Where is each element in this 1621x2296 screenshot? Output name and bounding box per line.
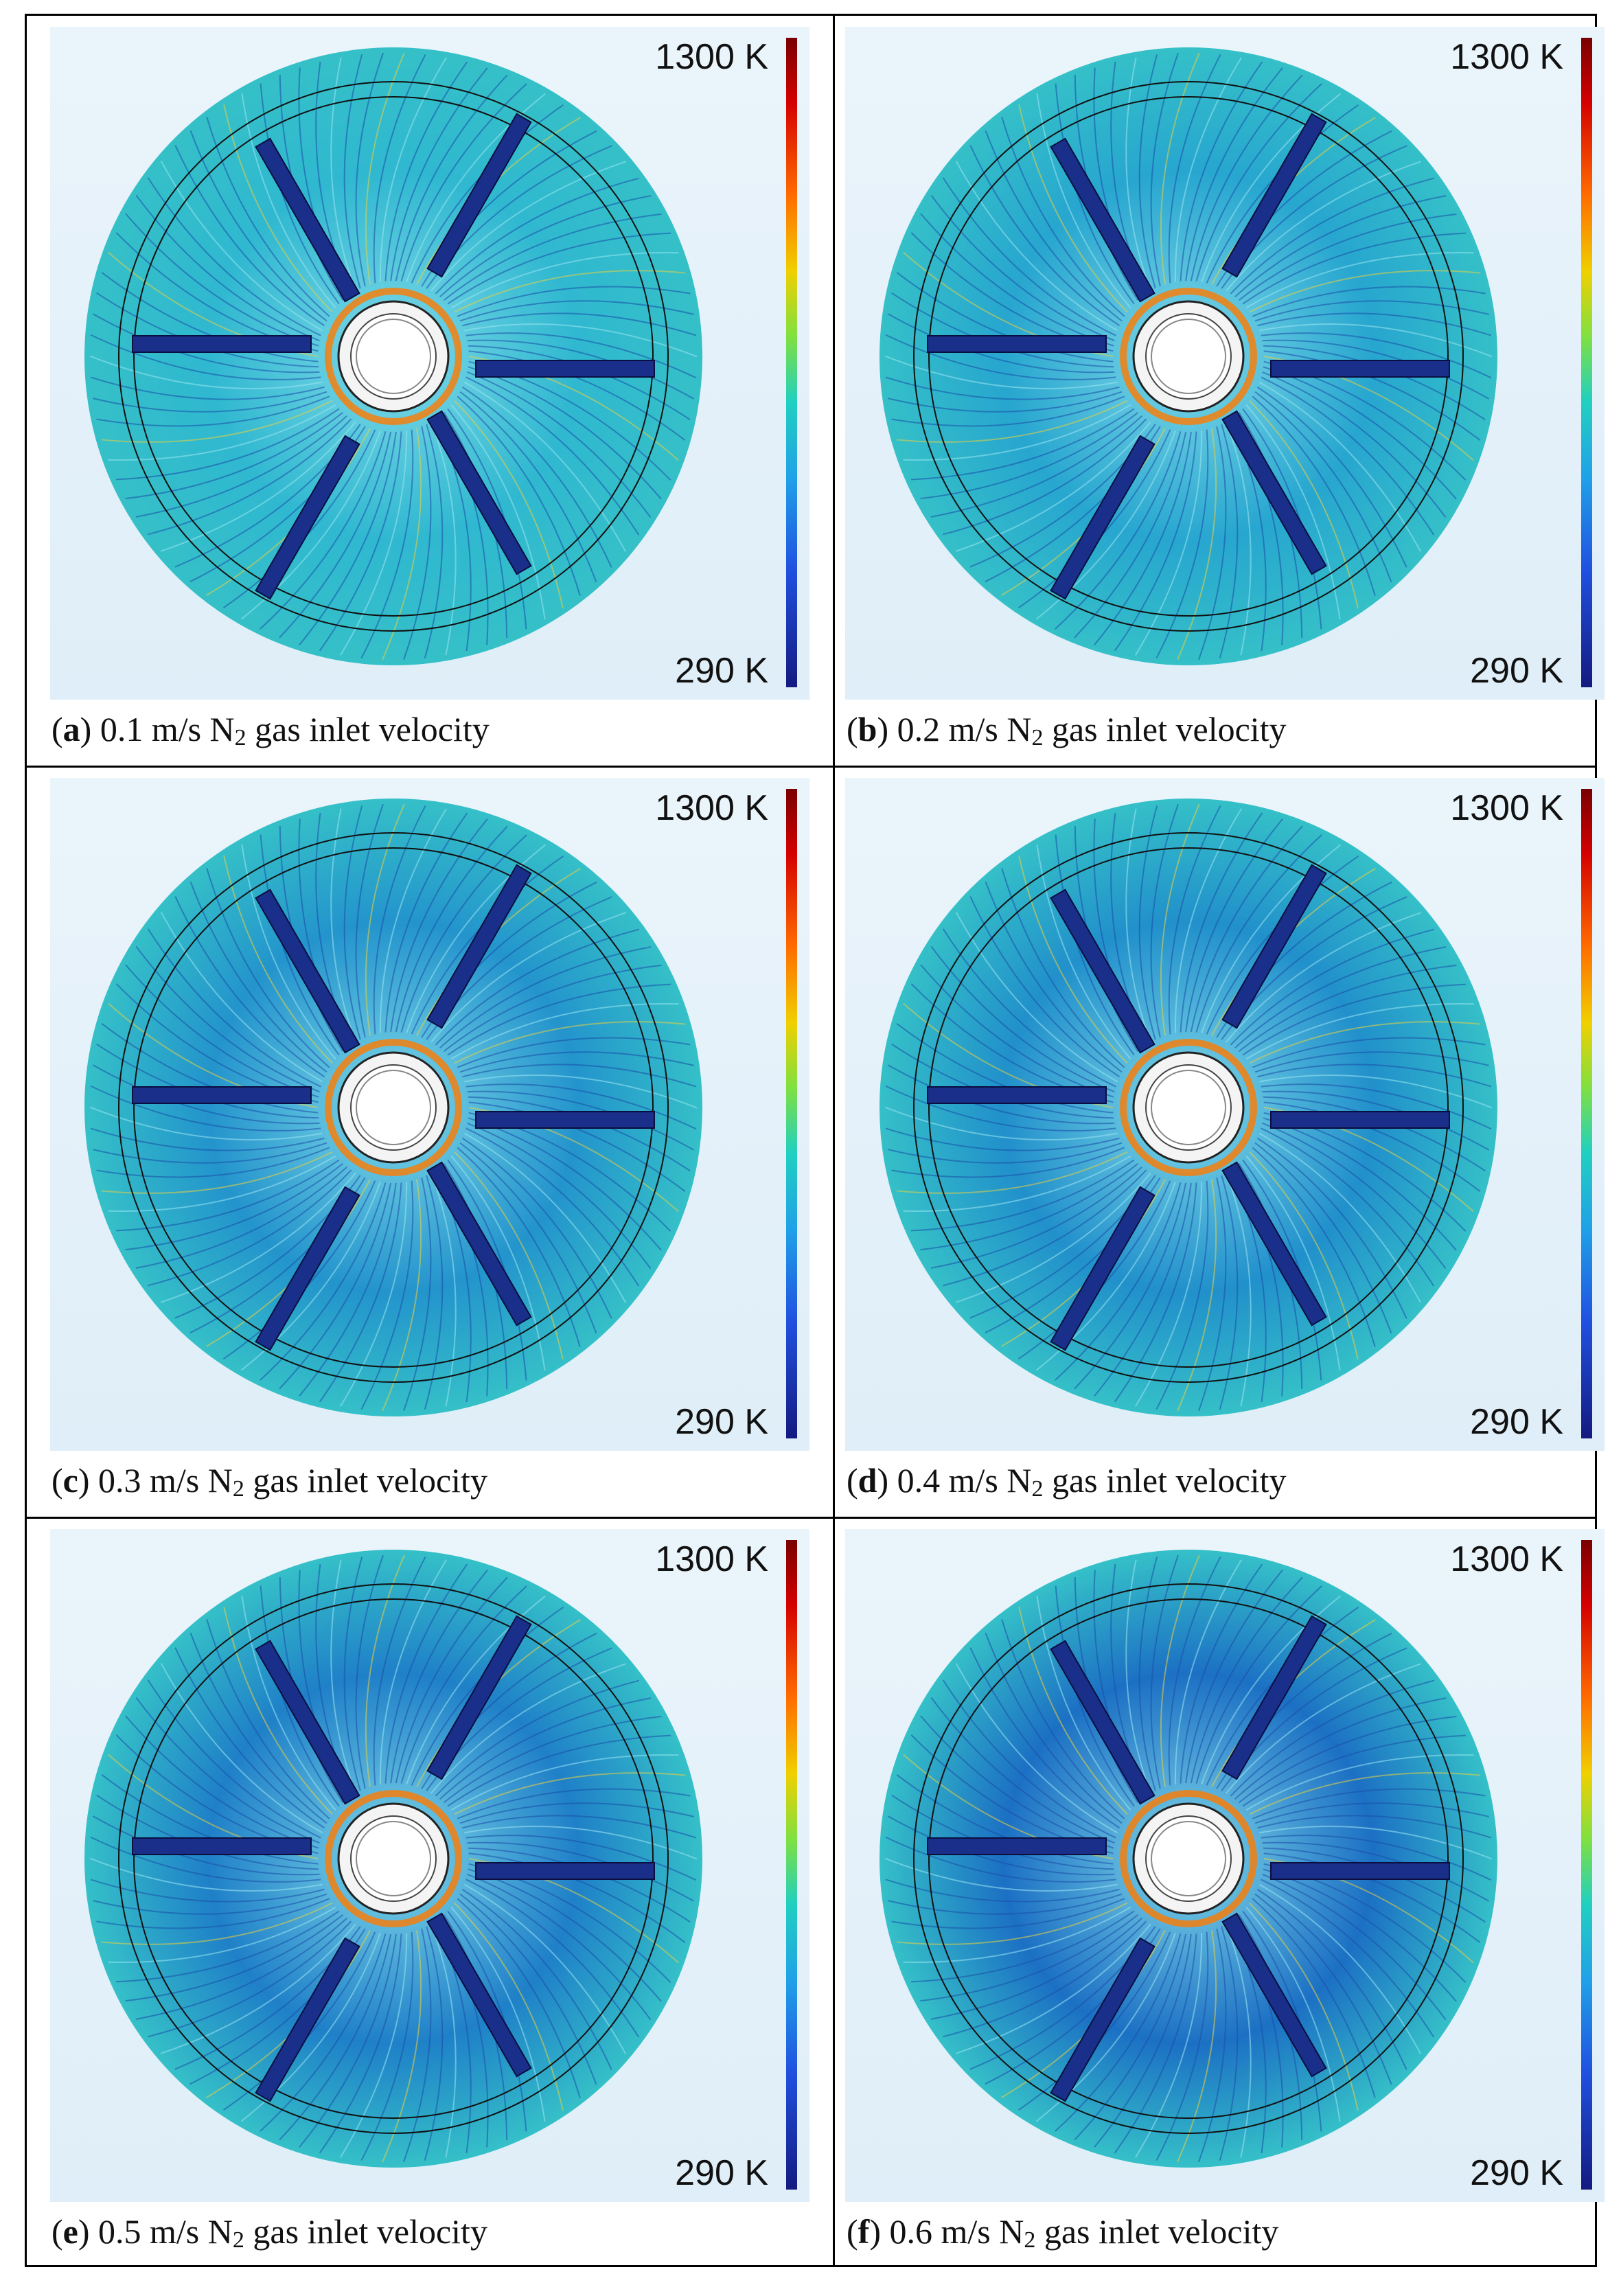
caption-text-end: gas inlet velocity	[244, 1461, 487, 1500]
panel-d: 1300 K 290 K (d) 0.4 m/s N2 gas inlet ve…	[834, 767, 1616, 1515]
grid-divider-horizontal-1	[27, 766, 1595, 768]
temperature-streamline-plot	[880, 1550, 1497, 2168]
colorbar-min-label: 290 K	[1470, 1402, 1563, 1442]
grid-divider-vertical	[833, 16, 835, 2265]
colorbar-max-label: 1300 K	[1450, 788, 1563, 828]
caption-text: m/s N	[141, 1461, 233, 1500]
colorbar-min-label: 290 K	[675, 2153, 768, 2193]
panel-a: 1300 K 290 K (a) 0.1 m/s N2 gas inlet ve…	[39, 16, 820, 764]
panel-caption: (c) 0.3 m/s N2 gas inlet velocity	[51, 1461, 487, 1502]
velocity-value: 0.4	[897, 1461, 941, 1500]
temperature-streamline-plot	[84, 47, 702, 665]
panel-caption: (b) 0.2 m/s N2 gas inlet velocity	[847, 710, 1287, 750]
caption-text: m/s N	[932, 2212, 1024, 2251]
velocity-value: 0.3	[98, 1461, 141, 1500]
colorbar-min-label: 290 K	[675, 651, 768, 691]
panel-letter: a	[62, 710, 80, 748]
caption-text-end: gas inlet velocity	[244, 2212, 487, 2251]
caption-subscript: 2	[234, 725, 246, 750]
temperature-streamline-plot	[84, 1550, 702, 2168]
velocity-value: 0.1	[100, 710, 143, 748]
colorbar-max-label: 1300 K	[655, 788, 768, 828]
caption-text: m/s N	[141, 2212, 233, 2251]
grid-divider-horizontal-2	[27, 1517, 1595, 1519]
colorbar-min-label: 290 K	[1470, 2153, 1563, 2193]
simulation-image: 1300 K 290 K	[50, 778, 809, 1451]
colorbar-max-label: 1300 K	[1450, 1539, 1563, 1579]
simulation-image: 1300 K 290 K	[845, 778, 1605, 1451]
caption-text-end: gas inlet velocity	[1043, 710, 1287, 748]
panel-f: 1300 K 290 K (f) 0.6 m/s N2 gas inlet ve…	[834, 1518, 1616, 2266]
panel-caption: (d) 0.4 m/s N2 gas inlet velocity	[847, 1461, 1287, 1502]
colorbar-max-label: 1300 K	[655, 1539, 768, 1579]
simulation-image: 1300 K 290 K	[845, 27, 1605, 700]
panel-letter: c	[62, 1461, 78, 1500]
panel-caption: (a) 0.1 m/s N2 gas inlet velocity	[51, 710, 490, 750]
caption-subscript: 2	[232, 2227, 244, 2253]
panel-letter: e	[62, 2212, 78, 2251]
temperature-streamline-plot	[880, 799, 1497, 1416]
panel-b: 1300 K 290 K (b) 0.2 m/s N2 gas inlet ve…	[834, 16, 1616, 764]
colorbar	[786, 1540, 797, 2190]
caption-text-end: gas inlet velocity	[246, 710, 490, 748]
simulation-image: 1300 K 290 K	[50, 27, 809, 700]
colorbar-min-label: 290 K	[675, 1402, 768, 1442]
colorbar	[786, 38, 797, 687]
simulation-image: 1300 K 290 K	[845, 1529, 1605, 2202]
caption-text-end: gas inlet velocity	[1043, 1461, 1287, 1500]
panel-e: 1300 K 290 K (e) 0.5 m/s N2 gas inlet ve…	[39, 1518, 820, 2266]
caption-text: m/s N	[940, 1461, 1032, 1500]
panel-letter: b	[858, 710, 877, 748]
colorbar	[1581, 789, 1592, 1438]
panel-letter: f	[858, 2212, 870, 2251]
temperature-streamline-plot	[84, 799, 702, 1416]
colorbar-max-label: 1300 K	[1450, 37, 1563, 77]
caption-text: m/s N	[940, 710, 1032, 748]
caption-subscript: 2	[1031, 1476, 1044, 1502]
figure-grid: 1300 K 290 K (a) 0.1 m/s N2 gas inlet ve…	[25, 14, 1605, 2267]
caption-subscript: 2	[1031, 725, 1044, 750]
panel-c: 1300 K 290 K (c) 0.3 m/s N2 gas inlet ve…	[39, 767, 820, 1515]
velocity-value: 0.2	[897, 710, 941, 748]
colorbar	[1581, 1540, 1592, 2190]
velocity-value: 0.5	[98, 2212, 141, 2251]
caption-subscript: 2	[1024, 2227, 1036, 2253]
simulation-image: 1300 K 290 K	[50, 1529, 809, 2202]
colorbar	[786, 789, 797, 1438]
colorbar	[1581, 38, 1592, 687]
colorbar-max-label: 1300 K	[655, 37, 768, 77]
panel-caption: (f) 0.6 m/s N2 gas inlet velocity	[847, 2212, 1279, 2253]
panel-letter: d	[858, 1461, 877, 1500]
colorbar-min-label: 290 K	[1470, 651, 1563, 691]
panel-caption: (e) 0.5 m/s N2 gas inlet velocity	[51, 2212, 487, 2253]
velocity-value: 0.6	[889, 2212, 932, 2251]
temperature-streamline-plot	[880, 47, 1497, 665]
caption-text-end: gas inlet velocity	[1035, 2212, 1279, 2251]
caption-subscript: 2	[232, 1476, 244, 1502]
caption-text: m/s N	[143, 710, 235, 748]
